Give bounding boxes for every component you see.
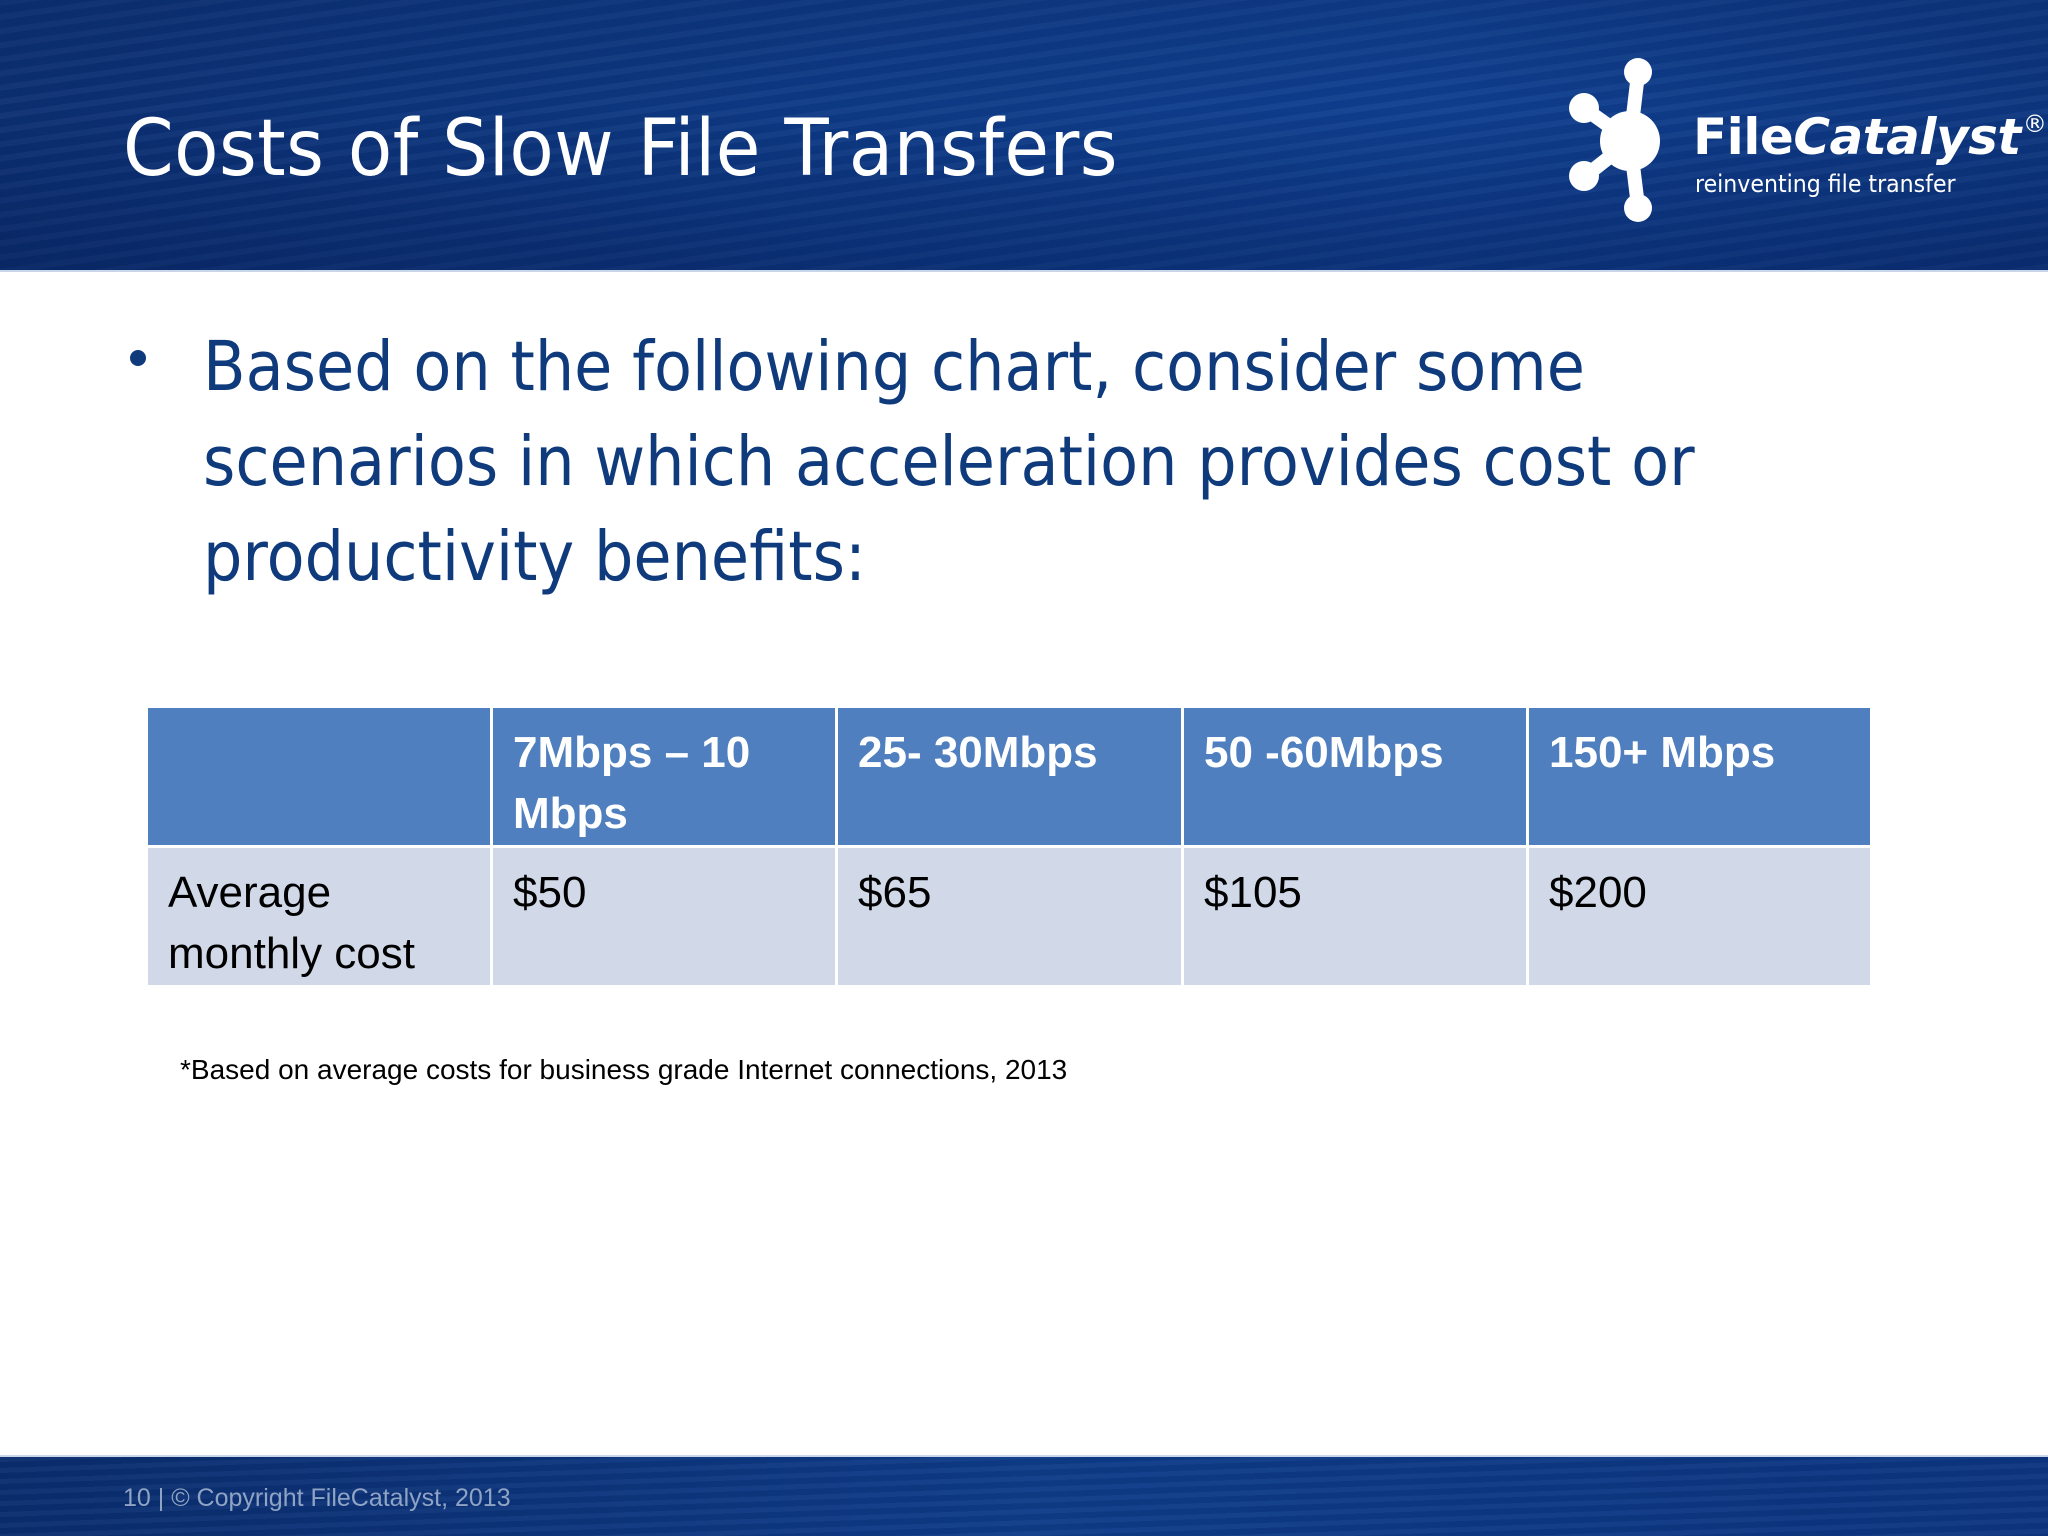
- row-label-line: monthly cost: [168, 929, 415, 978]
- registered-mark: ®: [2022, 110, 2047, 138]
- bullet-line: productivity benefits:: [203, 517, 866, 597]
- slide-title: Costs of Slow File Transfers: [123, 104, 1119, 194]
- footer-copyright: 10 | © Copyright FileCatalyst, 2013: [123, 1484, 511, 1512]
- cost-cell: $65: [835, 845, 1184, 988]
- table-header-cell: 25- 30Mbps: [835, 705, 1184, 848]
- slide-footer: 10 | © Copyright FileCatalyst, 2013: [0, 1455, 2048, 1536]
- cost-cell: $50: [490, 845, 838, 988]
- table-header-row: 7Mbps – 10 Mbps 25- 30Mbps 50 -60Mbps 15…: [145, 705, 1873, 848]
- table-header-cell: 50 -60Mbps: [1181, 705, 1529, 848]
- cost-cell: $200: [1526, 845, 1873, 988]
- table-header-cell: 150+ Mbps: [1526, 705, 1873, 848]
- logo-name-plain: File: [1693, 108, 1794, 166]
- table-header-cell-empty: [145, 705, 493, 848]
- molecule-logo-icon: [1569, 58, 1660, 222]
- slide-header: Costs of Slow File Transfers FileCatalys…: [0, 0, 2048, 272]
- bullet-line: scenarios in which acceleration provides…: [203, 422, 1695, 502]
- logo-wordmark: FileCatalyst®: [1693, 108, 2047, 166]
- table-row: Average monthly cost $50 $65 $105 $200: [145, 845, 1873, 988]
- row-label-line: Average: [168, 868, 332, 917]
- row-label-cell: Average monthly cost: [145, 845, 493, 988]
- cost-cell: $105: [1181, 845, 1529, 988]
- header-line: 7Mbps – 10: [513, 728, 751, 777]
- logo-name-italic: Catalyst: [1793, 108, 2021, 166]
- bullet-icon: [130, 350, 146, 366]
- header-line: Mbps: [513, 789, 628, 838]
- bullet-line: Based on the following chart, consider s…: [203, 327, 1586, 407]
- footnote: *Based on average costs for business gra…: [180, 1054, 1068, 1085]
- filecatalyst-logo: FileCatalyst® reinventing file transfer: [1568, 56, 2047, 231]
- cost-table: 7Mbps – 10 Mbps 25- 30Mbps 50 -60Mbps 15…: [145, 705, 1873, 988]
- table-header-cell: 7Mbps – 10 Mbps: [490, 705, 838, 848]
- bullet-text: Based on the following chart, consider s…: [203, 320, 1695, 605]
- logo-tagline: reinventing file transfer: [1695, 170, 1956, 198]
